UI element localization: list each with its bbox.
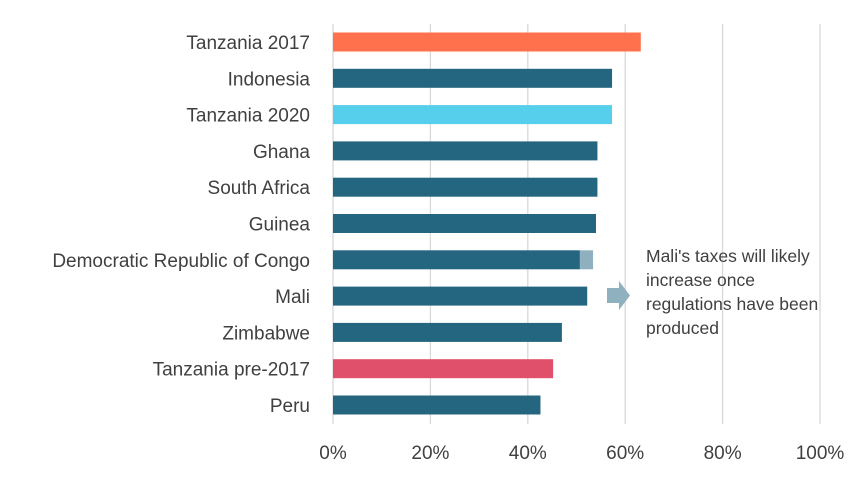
annotation-line: increase once [646,270,755,290]
bar [333,105,613,125]
bar [333,286,588,306]
bar [333,68,613,88]
category-label: Democratic Republic of Congo [52,251,310,272]
annotation-line: regulations have been [646,294,819,314]
bar [333,359,554,379]
mali-annotation: Mali's taxes will likely increase once r… [646,244,861,340]
bar [333,395,541,415]
bar-extension [579,250,594,270]
category-label: Mali [275,287,310,308]
category-label: Tanzania pre-2017 [153,360,310,381]
bar [333,141,598,161]
bar [333,32,641,52]
x-tick-label: 40% [509,443,547,464]
bar [333,322,562,342]
x-tick-label: 100% [796,443,845,464]
category-label: Guinea [249,215,311,236]
x-tick-label: 60% [606,443,644,464]
category-label: Ghana [253,142,310,163]
category-label: Tanzania 2017 [186,33,310,54]
category-label: Peru [270,396,310,417]
x-tick-label: 80% [704,443,742,464]
annotation-line: Mali's taxes will likely [646,246,810,266]
category-label: Zimbabwe [222,323,310,344]
bars [333,32,641,415]
bar [333,177,598,197]
x-tick-label: 20% [411,443,449,464]
category-label: Indonesia [228,69,311,90]
category-label: Tanzania 2020 [186,106,310,127]
category-labels: Tanzania 2017 Indonesia Tanzania 2020 Ghana… [52,33,310,417]
category-label: South Africa [208,178,311,199]
annotation-line: produced [646,318,719,338]
x-tick-labels: 0% 20% 40% 60% 80% 100% [319,443,844,464]
annotation-arrow-icon [607,281,630,310]
bar [333,250,580,270]
bar [333,214,596,233]
x-tick-label: 0% [319,443,347,464]
